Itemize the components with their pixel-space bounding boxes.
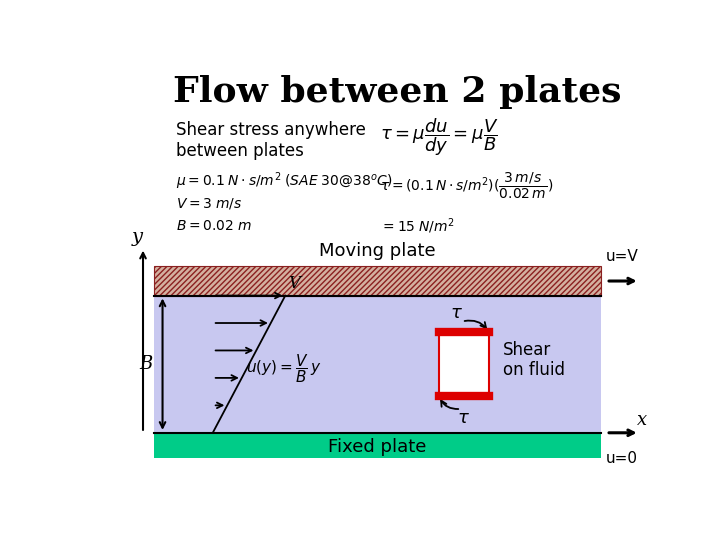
Text: B: B bbox=[139, 355, 153, 373]
Text: $B = 0.02\;m$: $B = 0.02\;m$ bbox=[176, 219, 252, 233]
Text: $\mu = 0.1\;N \cdot s/m^2\;(SAE\;30@38^oC)$: $\mu = 0.1\;N \cdot s/m^2\;(SAE\;30@38^o… bbox=[176, 171, 392, 192]
Text: Shear stress anywhere
between plates: Shear stress anywhere between plates bbox=[176, 121, 366, 160]
Text: u=V: u=V bbox=[606, 249, 639, 265]
Polygon shape bbox=[154, 266, 600, 295]
Text: $= 15\;N/m^2$: $= 15\;N/m^2$ bbox=[380, 217, 455, 236]
Text: Shear
on fluid: Shear on fluid bbox=[503, 341, 565, 380]
Text: $\tau = \mu\dfrac{du}{dy} = \mu\dfrac{V}{B}$: $\tau = \mu\dfrac{du}{dy} = \mu\dfrac{V}… bbox=[380, 117, 498, 158]
Text: $\tau$: $\tau$ bbox=[450, 303, 463, 321]
Text: Fixed plate: Fixed plate bbox=[328, 437, 426, 456]
Text: Moving plate: Moving plate bbox=[319, 242, 436, 260]
Bar bbox=[438, 332, 489, 396]
Polygon shape bbox=[154, 295, 600, 433]
Text: $u(y)=\dfrac{V}{B}\,y$: $u(y)=\dfrac{V}{B}\,y$ bbox=[246, 352, 322, 384]
Text: $\tau = (0.1\,N \cdot s/m^2)(\dfrac{3\,m/s}{0.02\,m})$: $\tau = (0.1\,N \cdot s/m^2)(\dfrac{3\,m… bbox=[380, 171, 554, 201]
Text: x: x bbox=[637, 410, 647, 429]
Text: $\tau$: $\tau$ bbox=[457, 409, 470, 427]
Polygon shape bbox=[154, 433, 600, 458]
Text: V: V bbox=[288, 275, 300, 292]
Text: Flow between 2 plates: Flow between 2 plates bbox=[173, 75, 621, 109]
Text: y: y bbox=[132, 228, 143, 246]
Text: $V = 3\;m/s$: $V = 3\;m/s$ bbox=[176, 196, 243, 211]
Text: u=0: u=0 bbox=[606, 451, 638, 467]
